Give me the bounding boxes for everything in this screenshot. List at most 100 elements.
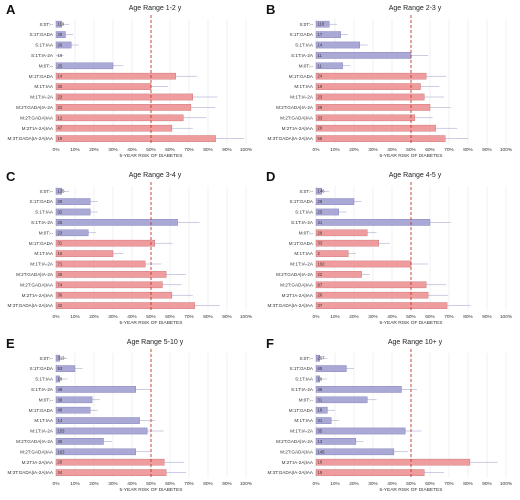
bar — [315, 72, 427, 80]
bar — [55, 219, 178, 226]
panel-title: Age Range 3-4 y — [128, 172, 182, 179]
bar — [315, 438, 357, 445]
category-label: M:1T:GADA — [289, 408, 314, 413]
n-label: 29 — [58, 199, 63, 204]
bar — [315, 41, 360, 49]
bar — [55, 124, 173, 132]
category-label: M:1T:IA-2A — [290, 95, 314, 100]
n-label: 28 — [58, 272, 63, 277]
x-axis-title: 5-YEAR RISK OF DIABETES — [120, 487, 183, 493]
bar — [315, 417, 332, 424]
category-label: M:0T:-- — [39, 397, 54, 402]
tick-label: 40% — [127, 314, 137, 320]
bar — [55, 104, 192, 111]
category-label: M:2T:GADA|IA-2A — [16, 439, 54, 444]
tick-label: 0% — [313, 314, 321, 320]
category-label: M:3T:GADA|IA-2A|IAA — [267, 470, 313, 475]
bar — [55, 229, 89, 237]
chart-panel: S:0T:-- 118 S:1T:GADA 17 S:1T:IAA 14 S:1T:IA-2… — [260, 0, 520, 165]
category-label: S:0T:-- — [39, 22, 53, 27]
n-label: 14 — [318, 43, 323, 48]
category-label: M:2T:GADA|IA-2A — [276, 439, 314, 444]
bar — [55, 417, 140, 424]
panel-title: Age Range 10+ y — [387, 339, 443, 346]
bar — [55, 135, 216, 142]
n-label: 11 — [318, 53, 323, 58]
category-label: M:1T:IAA — [294, 251, 314, 256]
category-label: S:1T:IA-2A — [31, 53, 54, 58]
category-label: M:0T:-- — [39, 230, 54, 235]
category-label: M:2T:IA-2A|IAA — [282, 293, 314, 298]
bar — [315, 469, 425, 476]
tick-label: 30% — [368, 481, 378, 487]
category-label: M:1T:IA-2A — [30, 429, 54, 434]
bar — [315, 458, 471, 466]
tick-label: 90% — [482, 147, 492, 153]
n-label: 119 — [58, 22, 65, 27]
bar — [315, 229, 368, 237]
category-label: M:2T:GADA|IA-2A — [16, 272, 54, 277]
tick-label: 100% — [240, 314, 253, 320]
tick-label: 60% — [425, 147, 435, 153]
bar — [55, 83, 152, 90]
tick-label: 100% — [500, 314, 513, 320]
n-label: 23 — [58, 95, 63, 100]
n-label: 26 — [58, 460, 63, 465]
bar — [55, 31, 66, 38]
bar — [55, 250, 114, 257]
category-label: M:3T:GADA|IA-2A|IAA — [7, 136, 53, 141]
n-label: 313 — [58, 356, 66, 361]
category-label: M:2T:GADA|IA-2A — [276, 105, 314, 110]
n-label: 16 — [58, 251, 63, 256]
n-label: 19 — [58, 136, 63, 141]
bar — [55, 448, 137, 456]
category-label: S:0T:-- — [299, 356, 313, 361]
bar — [315, 354, 320, 362]
bar — [315, 114, 416, 122]
chart-svg: S:0T:-- 257 S:1T:GADA 65 S:1T:IAA 19 S:1T:IA-2… — [267, 349, 513, 493]
category-label: S:0T:-- — [39, 189, 53, 194]
tick-label: 80% — [203, 481, 213, 487]
n-label: 14 — [58, 74, 63, 79]
bar — [315, 187, 322, 195]
n-label: 47 — [58, 126, 63, 131]
n-label: 29 — [318, 105, 323, 110]
n-label: 65 — [318, 366, 323, 371]
bar — [315, 386, 402, 393]
tick-label: 20% — [89, 481, 99, 487]
tick-label: 40% — [387, 481, 397, 487]
category-label: S:0T:-- — [39, 356, 53, 361]
n-label: 125 — [58, 189, 66, 194]
tick-label: 40% — [387, 314, 397, 320]
bar — [315, 83, 421, 90]
x-axis-title: 5-YEAR RISK OF DIABETES — [120, 153, 183, 159]
tick-label: 60% — [165, 147, 175, 153]
n-label: 87 — [318, 282, 323, 287]
n-label: 25 — [318, 210, 323, 215]
bar — [315, 291, 429, 299]
panel-title: Age Range 1-2 y — [128, 5, 182, 12]
chart-svg: S:0T:-- 118 S:1T:GADA 17 S:1T:IAA 14 S:1T:IA-2… — [267, 15, 513, 159]
category-label: S:1T:IAA — [295, 43, 314, 48]
n-label: 31 — [318, 418, 323, 423]
tick-label: 50% — [406, 481, 416, 487]
tick-label: 20% — [89, 147, 99, 153]
bar — [315, 31, 341, 38]
category-label: M:2T:GADA|IAA — [20, 115, 54, 120]
n-label: 102 — [318, 262, 326, 267]
bar — [315, 260, 412, 268]
n-label: 31 — [318, 397, 323, 402]
category-label: M:3T:GADA|IA-2A|IAA — [267, 136, 313, 141]
category-label: S:1T:IAA — [35, 210, 54, 215]
n-label: 23 — [58, 230, 63, 235]
category-label: M:1T:IAA — [34, 251, 54, 256]
tick-label: 30% — [108, 481, 118, 487]
category-label: S:1T:IA-2A — [31, 220, 54, 225]
chart-svg: S:0T:-- 146 S:1T:GADA 28 S:1T:IAA 25 S:1T:IA-2… — [267, 182, 513, 326]
panel-letter: F — [266, 336, 274, 351]
panel-letter: D — [266, 169, 276, 184]
bar — [315, 302, 448, 309]
category-label: M:3T:GADA|IA-2A|IAA — [7, 470, 53, 475]
tick-label: 10% — [70, 481, 80, 487]
panel-letter: B — [266, 2, 276, 17]
